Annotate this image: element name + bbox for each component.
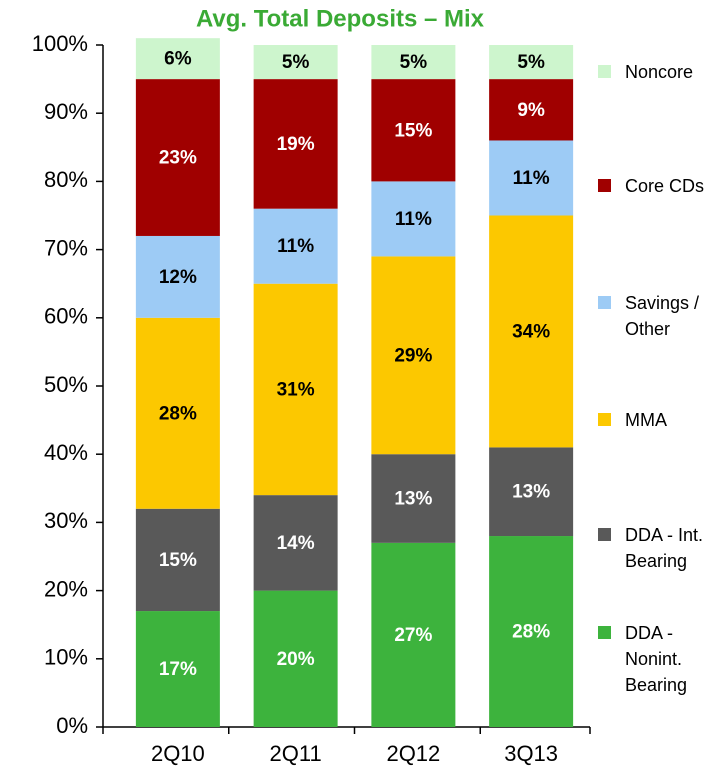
data-label: 5% xyxy=(282,52,310,73)
bar-segment xyxy=(135,508,220,612)
data-label: 31% xyxy=(277,379,315,400)
bar-segment xyxy=(489,447,574,537)
legend-label: MMA xyxy=(625,410,667,430)
legend-swatch xyxy=(598,65,611,78)
data-label: 14% xyxy=(277,533,315,554)
y-tick-label: 100% xyxy=(32,31,88,56)
data-label: 5% xyxy=(400,52,428,73)
x-tick-label: 3Q13 xyxy=(504,741,558,766)
y-tick-label: 60% xyxy=(44,304,88,329)
legend-swatch xyxy=(598,179,611,192)
bar-segment xyxy=(371,45,456,80)
data-label: 12% xyxy=(159,267,197,288)
data-label: 34% xyxy=(512,321,550,342)
data-label: 13% xyxy=(512,482,550,503)
data-label: 11% xyxy=(395,209,432,230)
x-tick-label: 2Q10 xyxy=(151,741,205,766)
data-label: 27% xyxy=(394,625,432,646)
data-label: 28% xyxy=(159,403,197,424)
bar-segment xyxy=(135,79,220,236)
bar-segment xyxy=(135,38,220,80)
y-tick-label: 50% xyxy=(44,372,88,397)
data-label: 9% xyxy=(517,100,545,121)
bar-segment xyxy=(489,140,574,216)
bar-segment xyxy=(489,215,574,448)
legend-swatch xyxy=(598,626,611,639)
legend-item: DDA - Nonint. Bearing xyxy=(598,620,716,698)
data-label: 15% xyxy=(159,550,197,571)
y-tick-label: 10% xyxy=(44,645,88,670)
bar-segment xyxy=(253,79,338,209)
data-label: 23% xyxy=(159,148,197,169)
bar-segment xyxy=(135,611,220,727)
legend-item: Core CDs xyxy=(598,173,716,199)
bar-segment xyxy=(253,45,338,80)
bar-segment xyxy=(489,45,574,80)
y-tick-label: 20% xyxy=(44,576,88,601)
legend-label: DDA - Nonint. Bearing xyxy=(625,623,688,695)
legend-item: Savings / Other xyxy=(598,290,716,342)
data-label: 20% xyxy=(277,649,315,670)
bar-segment xyxy=(489,536,574,727)
bar-segment xyxy=(253,283,338,496)
bar-segment xyxy=(253,590,338,727)
data-label: 6% xyxy=(164,49,192,70)
bar-segment xyxy=(371,181,456,257)
y-tick-label: 70% xyxy=(44,235,88,260)
bar-segment xyxy=(135,235,220,318)
y-tick-label: 0% xyxy=(56,713,88,738)
chart-title: Avg. Total Deposits – Mix xyxy=(196,5,485,32)
x-tick-label: 2Q12 xyxy=(386,741,440,766)
x-tick-label: 2Q11 xyxy=(270,741,322,766)
legend-label: DDA - Int. Bearing xyxy=(625,525,704,571)
data-label: 15% xyxy=(394,120,432,141)
bar-segment xyxy=(371,542,456,727)
legend-item: DDA - Int. Bearing xyxy=(598,522,716,574)
y-tick-label: 40% xyxy=(44,440,88,465)
legend-item: Noncore xyxy=(598,59,716,85)
data-label: 5% xyxy=(517,52,545,73)
y-tick-label: 80% xyxy=(44,167,88,192)
bar-segment xyxy=(253,495,338,591)
data-label: 29% xyxy=(394,345,432,366)
legend-swatch xyxy=(598,528,611,541)
legend-label: Core CDs xyxy=(625,176,705,196)
data-label: 17% xyxy=(159,659,197,680)
bar-segment xyxy=(135,317,220,509)
data-label: 11% xyxy=(513,168,550,189)
data-label: 28% xyxy=(512,622,550,643)
bar-segment xyxy=(489,79,574,141)
bar-segment xyxy=(371,79,456,182)
y-tick-label: 30% xyxy=(44,508,88,533)
legend-swatch xyxy=(598,296,611,309)
bar-segment xyxy=(371,256,456,455)
bar-segment xyxy=(253,208,338,284)
data-label: 19% xyxy=(277,134,315,155)
legend-label: Noncore xyxy=(625,62,694,82)
legend-label: Savings / Other xyxy=(625,293,700,339)
legend-item: MMA xyxy=(598,407,716,433)
data-label: 11% xyxy=(277,236,314,257)
bar-segment xyxy=(371,454,456,543)
y-tick-label: 90% xyxy=(44,99,88,124)
legend-swatch xyxy=(598,413,611,426)
data-label: 13% xyxy=(394,489,432,510)
